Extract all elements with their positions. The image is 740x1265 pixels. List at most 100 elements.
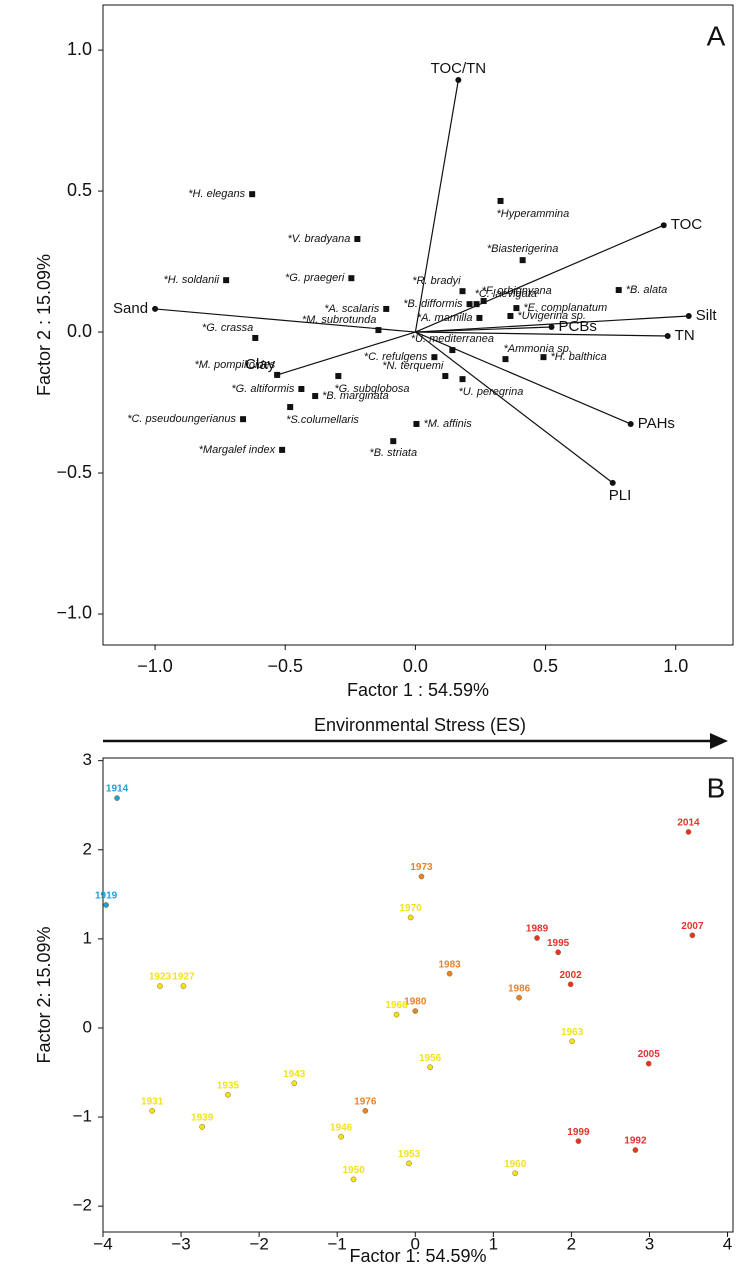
loading-vector: [414, 79, 459, 333]
species-label: *M. subrotunda: [302, 314, 377, 326]
y-tick-label: 1.0: [67, 39, 92, 59]
sample-label: 2007: [681, 921, 704, 932]
sample-point: [291, 1080, 298, 1087]
sample-label: 1999: [567, 1127, 590, 1138]
species-label: *F. orbignyana: [482, 285, 552, 297]
sample-point: [393, 1011, 400, 1018]
vector-tip: [664, 332, 671, 339]
sample-label: 1953: [398, 1149, 421, 1160]
species-point: [476, 314, 483, 321]
sample-point: [149, 1107, 156, 1114]
sample-point: [199, 1124, 205, 1130]
species-label: *Ammonia sp.: [503, 343, 571, 355]
sample-point: [569, 1038, 576, 1045]
species-point: [252, 334, 259, 341]
species-label: *H. soldanii: [163, 274, 219, 286]
species-label: *C. pseudoungerianus: [127, 413, 236, 425]
species-label: *M. affinis: [423, 418, 472, 430]
x-tick-label: 2: [567, 1234, 576, 1253]
y-tick-label: 0.5: [67, 180, 92, 200]
sample-point: [157, 983, 163, 989]
sample-label: 1946: [330, 1122, 353, 1133]
species-label: *R. bradyi: [412, 275, 461, 287]
species-label: *B. marginata: [322, 390, 389, 402]
x-tick-label: −2: [249, 1234, 268, 1253]
species-label: *G. praegeri: [285, 272, 345, 284]
species-label: *U. mediterranea: [411, 333, 494, 345]
species-label: *C. laevigata: [475, 288, 537, 300]
y-tick-label: −1.0: [56, 603, 92, 623]
species-point: [507, 312, 514, 319]
sample-point: [446, 970, 453, 977]
species-label: *B. alata: [626, 284, 668, 296]
vector-tip: [627, 420, 634, 427]
sample-label: 1980: [404, 997, 427, 1008]
sample-point: [103, 902, 109, 908]
species-point: [519, 257, 526, 264]
sample-label: 1960: [504, 1159, 527, 1170]
sample-point: [632, 1147, 639, 1153]
species-point: [223, 277, 230, 284]
sample-point: [516, 994, 522, 1001]
species-label: *Biasterigerina: [487, 243, 559, 255]
species-label: *G. subglobosa: [334, 383, 409, 395]
species-point: [459, 288, 466, 295]
species-label: *B. striata: [369, 447, 417, 459]
sample-label: 1927: [172, 972, 195, 983]
sample-label: 1986: [508, 983, 531, 994]
species-label: *H. elegans: [188, 188, 245, 200]
sample-label: 1976: [354, 1096, 377, 1107]
sample-label: 1992: [624, 1136, 647, 1147]
x-tick-label: −1: [328, 1234, 347, 1253]
y-tick-label: 0.0: [67, 321, 92, 341]
x-tick-label: −1.0: [137, 656, 173, 676]
sample-point: [685, 829, 692, 835]
vector-tip: [660, 222, 667, 229]
y-tick-label: 0: [83, 1017, 92, 1036]
sample-point: [689, 932, 696, 939]
species-point: [480, 298, 487, 305]
sample-point: [225, 1091, 231, 1098]
species-point: [298, 386, 305, 392]
sample-point: [338, 1133, 344, 1140]
sample-label: 1966: [385, 1000, 408, 1011]
species-point: [348, 275, 355, 282]
sample-label: 1973: [410, 862, 433, 873]
sample-point: [427, 1064, 433, 1071]
species-label: *Uvigerina sp.: [517, 310, 585, 322]
panel-label: A: [707, 20, 726, 51]
y-axis-title: Factor 2 : 15.09%: [34, 254, 54, 396]
sample-point: [406, 1160, 412, 1167]
species-point: [540, 354, 547, 361]
sample-label: 1943: [283, 1069, 306, 1080]
loading-vector: [155, 308, 416, 333]
species-point: [442, 373, 449, 380]
species-point: [335, 373, 342, 380]
sample-label: 1914: [106, 784, 129, 795]
loading-vector: [415, 224, 664, 333]
species-point: [449, 347, 456, 354]
vector-label: PCBs: [559, 318, 597, 335]
sample-point: [555, 949, 561, 956]
sample-point: [645, 1060, 652, 1067]
y-tick-label: 3: [83, 750, 92, 769]
species-point: [390, 438, 397, 445]
species-label: *A. scalaris: [324, 303, 380, 315]
species-point: [413, 420, 420, 427]
species-point: [383, 305, 390, 312]
x-tick-label: 0.0: [403, 656, 428, 676]
species-label: *G. altiformis: [231, 383, 294, 395]
x-axis-title: Factor 1 : 54.59%: [347, 680, 489, 700]
species-label: *N. terquemi: [382, 360, 444, 372]
sample-label: 1923: [149, 972, 172, 983]
sample-label: 1950: [342, 1165, 365, 1176]
species-label: *B. difformis: [403, 298, 463, 310]
sample-label: 1935: [217, 1080, 240, 1091]
species-label: *A. mamilla: [417, 312, 473, 324]
sample-point: [534, 935, 540, 941]
y-tick-label: −0.5: [56, 462, 92, 482]
loading-vector: [415, 315, 689, 333]
species-point: [473, 301, 480, 308]
vector-tip: [609, 479, 616, 486]
